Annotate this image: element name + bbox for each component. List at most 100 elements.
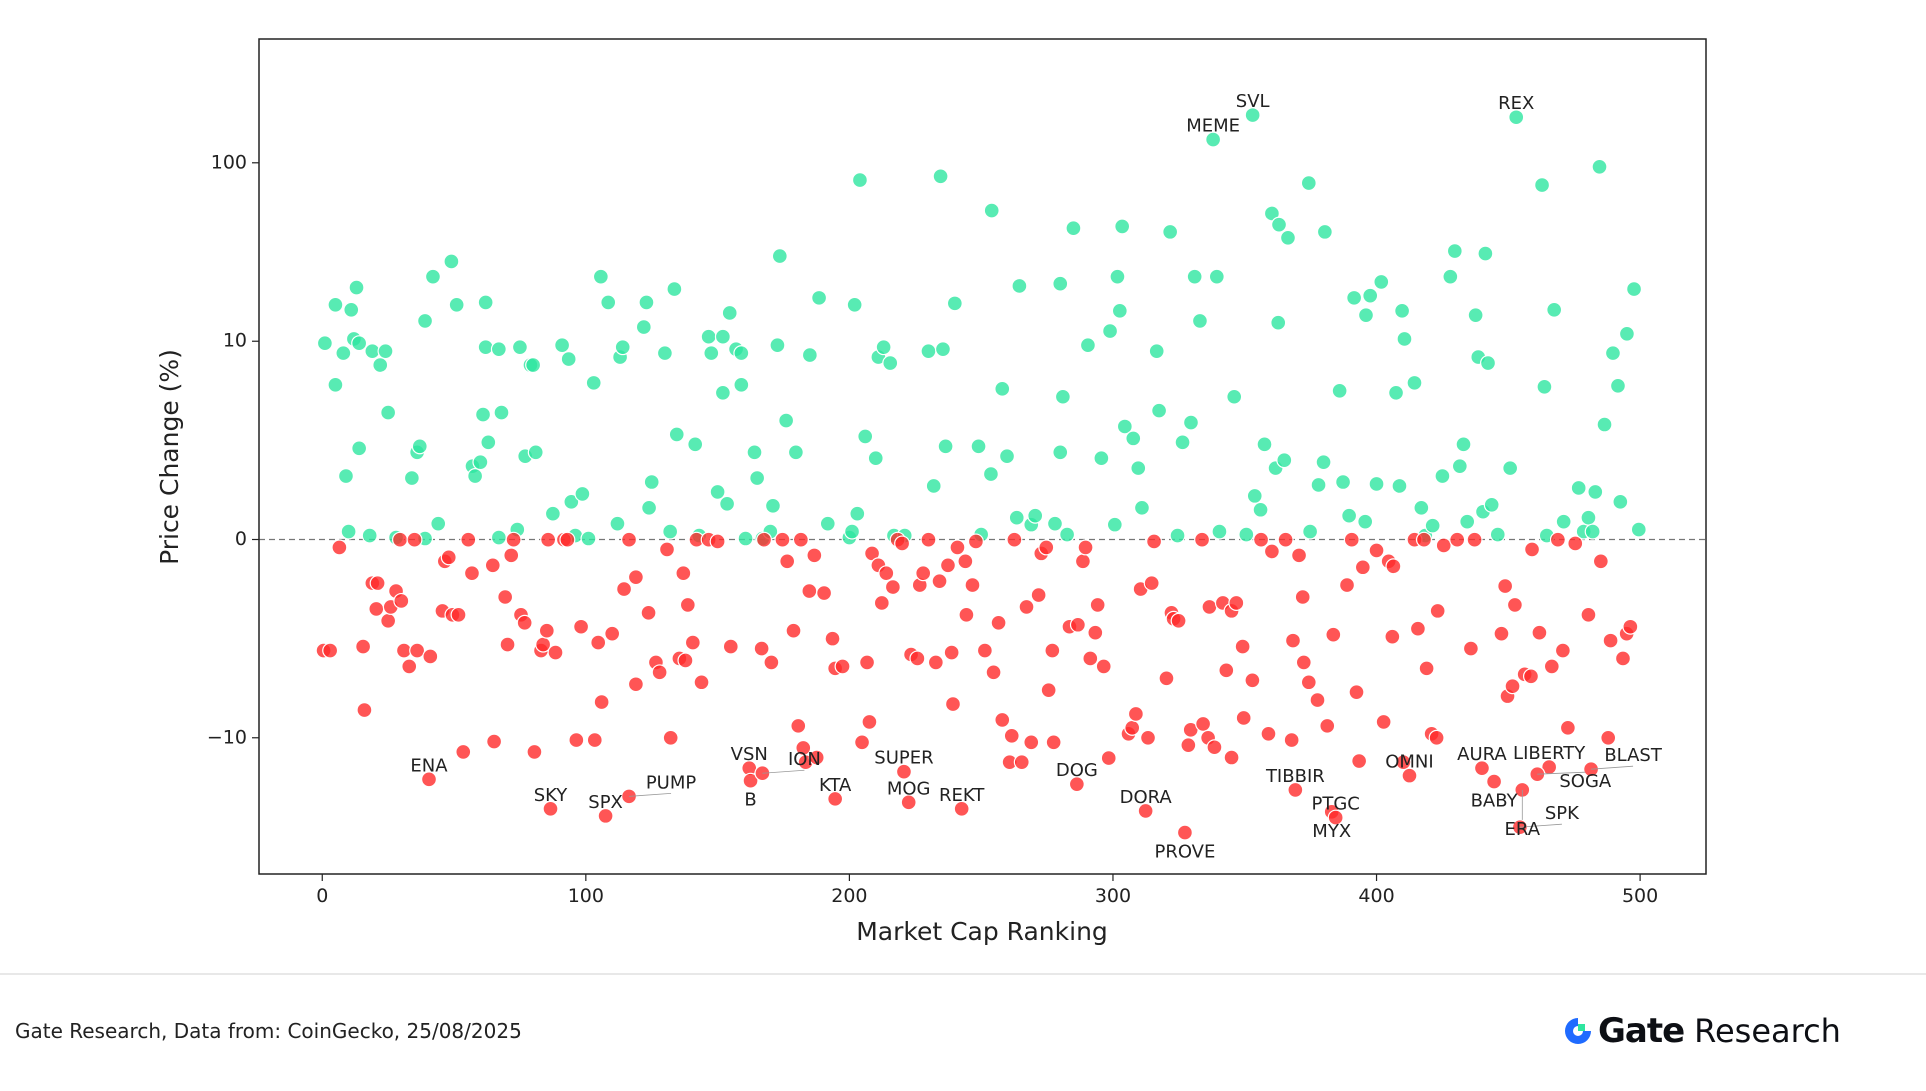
loser-point: [499, 636, 516, 653]
gainer-point: [1341, 507, 1358, 524]
loser-point: [967, 533, 984, 550]
loser-point: [368, 600, 385, 617]
gainer-point: [1346, 289, 1363, 306]
gainer-point: [1596, 416, 1613, 433]
loser-point: [1201, 598, 1218, 615]
gainer-point: [1191, 312, 1208, 329]
loser-point: [590, 634, 607, 651]
gainer-point: [638, 294, 655, 311]
gainer-point: [417, 312, 434, 329]
gainer-point: [932, 168, 949, 185]
gainer-point: [1467, 307, 1484, 324]
loser-point: [861, 713, 878, 730]
loser-point: [1277, 531, 1294, 548]
point-labels: SVL MEME REX ENA SKY SPX PUMP VSN B ION KTA SUPER MO…: [410, 91, 1662, 862]
gate-research-logo: Gate Research: [1562, 1009, 1841, 1053]
y-axis-title: Price Change (%): [155, 349, 184, 565]
gainer-point: [411, 438, 428, 455]
gainer-point: [477, 294, 494, 311]
loser-point: [1524, 541, 1541, 558]
gainer-point: [327, 376, 344, 393]
labeled-point: [1205, 131, 1222, 148]
gainer-point: [544, 505, 561, 522]
loser-point: [677, 652, 694, 669]
point-label: MEME: [1186, 116, 1240, 137]
loser-point: [1592, 553, 1609, 570]
loser-point: [990, 614, 1007, 631]
loser-point: [1253, 531, 1270, 548]
label-leader-line: [629, 792, 672, 797]
gainer-point: [585, 374, 602, 391]
gainer-point: [764, 497, 781, 514]
loser-point: [1087, 624, 1104, 641]
loser-point: [1395, 754, 1412, 771]
loser-point: [355, 638, 372, 655]
loser-point: [684, 634, 701, 651]
loser-point: [958, 606, 975, 623]
gainer-point: [1480, 355, 1497, 372]
gainer-point: [867, 450, 884, 467]
gainer-point: [443, 253, 460, 270]
label-leader-line: [1591, 765, 1634, 770]
loser-point: [586, 732, 603, 749]
gainer-point: [1276, 452, 1293, 469]
gainer-point: [1263, 205, 1280, 222]
footer-source: Gate Research, Data from: CoinGecko, 25/…: [15, 1019, 522, 1043]
loser-point: [1195, 715, 1212, 732]
gainer-point: [1455, 436, 1472, 453]
point-label: AURA: [1457, 744, 1507, 765]
loser-point: [422, 648, 439, 665]
loser-point: [957, 553, 974, 570]
x-tick-label: 100: [568, 885, 604, 907]
loser-point: [621, 531, 638, 548]
gainer-point: [1125, 430, 1142, 447]
gainer-point: [580, 530, 597, 547]
loser-point: [1339, 577, 1356, 594]
gainer-point: [714, 328, 731, 345]
gainer-point: [614, 339, 631, 356]
gainer-point: [609, 515, 626, 532]
gainer-point: [361, 527, 378, 544]
gainer-point: [337, 468, 354, 485]
loser-point: [939, 557, 956, 574]
labeled-point: [597, 807, 614, 824]
loser-point: [1234, 638, 1251, 655]
labeled-point: [1287, 781, 1304, 798]
gainer-point: [472, 454, 489, 471]
gainer-point: [1059, 526, 1076, 543]
gainer-point: [1335, 474, 1352, 491]
gainer-point: [351, 440, 368, 457]
gainer-point: [1570, 479, 1587, 496]
gainer-point: [1502, 460, 1519, 477]
gainer-point: [700, 328, 717, 345]
loser-point: [779, 553, 796, 570]
gainer-point: [525, 357, 542, 374]
loser-point: [1506, 596, 1523, 613]
gainer-point: [1270, 314, 1287, 331]
gainer-point: [875, 339, 892, 356]
loser-point: [1368, 542, 1385, 559]
loser-point: [1600, 729, 1617, 746]
gainer-point: [1434, 468, 1451, 485]
gainer-point: [560, 351, 577, 368]
x-tick-label: 400: [1358, 885, 1394, 907]
loser-point: [1580, 606, 1597, 623]
gainer-point: [1451, 458, 1468, 475]
gainer-point: [1483, 496, 1500, 513]
loser-point: [763, 654, 780, 671]
loser-point: [1602, 632, 1619, 649]
gainer-point: [490, 529, 507, 546]
loser-point: [1309, 692, 1326, 709]
point-label: SVL: [1236, 91, 1270, 112]
loser-point: [1146, 533, 1163, 550]
point-label: LIBERTY: [1513, 743, 1586, 764]
labeled-point: [953, 800, 970, 817]
plot-frame: [258, 38, 1707, 875]
point-label: DOG: [1056, 760, 1098, 781]
loser-point: [1385, 558, 1402, 575]
logo-research-text: Research: [1694, 1012, 1841, 1050]
x-tick-label: 200: [831, 885, 867, 907]
gainer-point: [403, 470, 420, 487]
loser-point: [604, 625, 621, 642]
loser-point: [1415, 531, 1432, 548]
